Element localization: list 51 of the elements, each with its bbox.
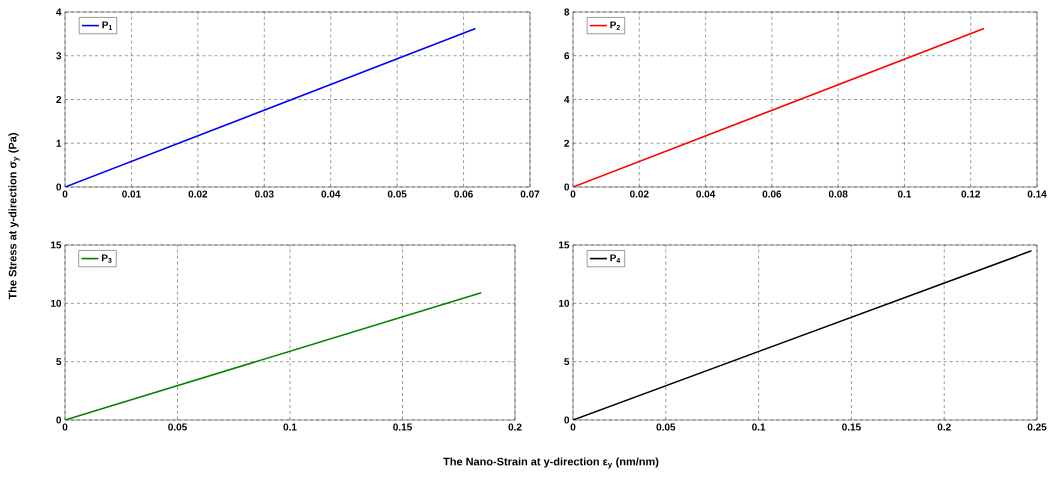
x-tick-label: 0.08: [828, 190, 848, 198]
x-tick-label: 0.12: [961, 190, 981, 198]
y-tick-label: 4: [564, 96, 570, 103]
y-tick-label: 1: [56, 139, 62, 147]
y-tick-label: 5: [564, 358, 570, 366]
x-axis-title: The Nano-Strain at y-direction ε$_{y}$ (nm/nm): [443, 457, 659, 469]
y-tick-label: 0: [56, 416, 62, 424]
y-tick-label: 10: [559, 299, 570, 307]
x-tick-label: 0.04: [321, 190, 341, 198]
legend-label: P$_{3}$: [101, 254, 112, 263]
x-tick-label: 0: [62, 190, 68, 198]
y-tick-label: 15: [51, 241, 62, 249]
x-tick-label: 0: [62, 423, 68, 431]
y-tick-label: 10: [51, 299, 62, 307]
x-tick-label: 0.04: [696, 190, 716, 198]
x-tick-label: 0.2: [937, 423, 951, 431]
x-tick-label: 0: [570, 423, 576, 431]
y-tick-label: 4: [56, 8, 62, 16]
x-tick-label: 0.2: [508, 423, 522, 431]
y-tick-label: 8: [564, 8, 570, 16]
x-tick-label: 0.05: [168, 423, 187, 431]
y-tick-label: 0: [56, 183, 62, 191]
x-tick-label: 0.01: [122, 190, 141, 198]
legend-label: P$_{4}$: [610, 254, 621, 263]
x-tick-label: 0.06: [762, 190, 782, 198]
x-tick-label: 0.02: [629, 190, 649, 198]
y-tick-label: 3: [56, 52, 62, 60]
x-tick-label: 0.1: [283, 423, 297, 431]
x-tick-label: 0.03: [254, 190, 274, 198]
x-tick-label: 0.15: [842, 423, 861, 431]
y-axis-title: The Stress at y-direction σ$_{y}$ (Pa): [8, 133, 20, 300]
x-tick-label: 0.15: [393, 423, 412, 431]
x-tick-label: 0.05: [656, 423, 676, 431]
y-tick-label: 6: [564, 52, 570, 60]
x-tick-label: 0.05: [387, 190, 407, 198]
y-tick-label: 0: [564, 416, 570, 424]
legend-label: P$_{2}$: [610, 21, 620, 30]
y-tick-label: 5: [56, 358, 62, 366]
x-tick-label: 0.25: [1027, 423, 1047, 431]
x-tick-label: 0.14: [1027, 190, 1047, 198]
x-tick-label: 0.1: [897, 190, 912, 198]
y-tick-label: 15: [559, 241, 570, 249]
y-tick-label: 2: [56, 96, 62, 103]
x-tick-label: 0.06: [454, 190, 473, 198]
x-tick-label: 0.07: [520, 190, 540, 198]
x-tick-label: 0: [570, 190, 576, 198]
x-tick-label: 0.1: [752, 423, 766, 431]
y-tick-label: 2: [564, 139, 570, 147]
y-tick-label: 0: [564, 183, 570, 191]
x-tick-label: 0.02: [188, 190, 208, 198]
legend-label: P$_{1}$: [102, 21, 113, 30]
